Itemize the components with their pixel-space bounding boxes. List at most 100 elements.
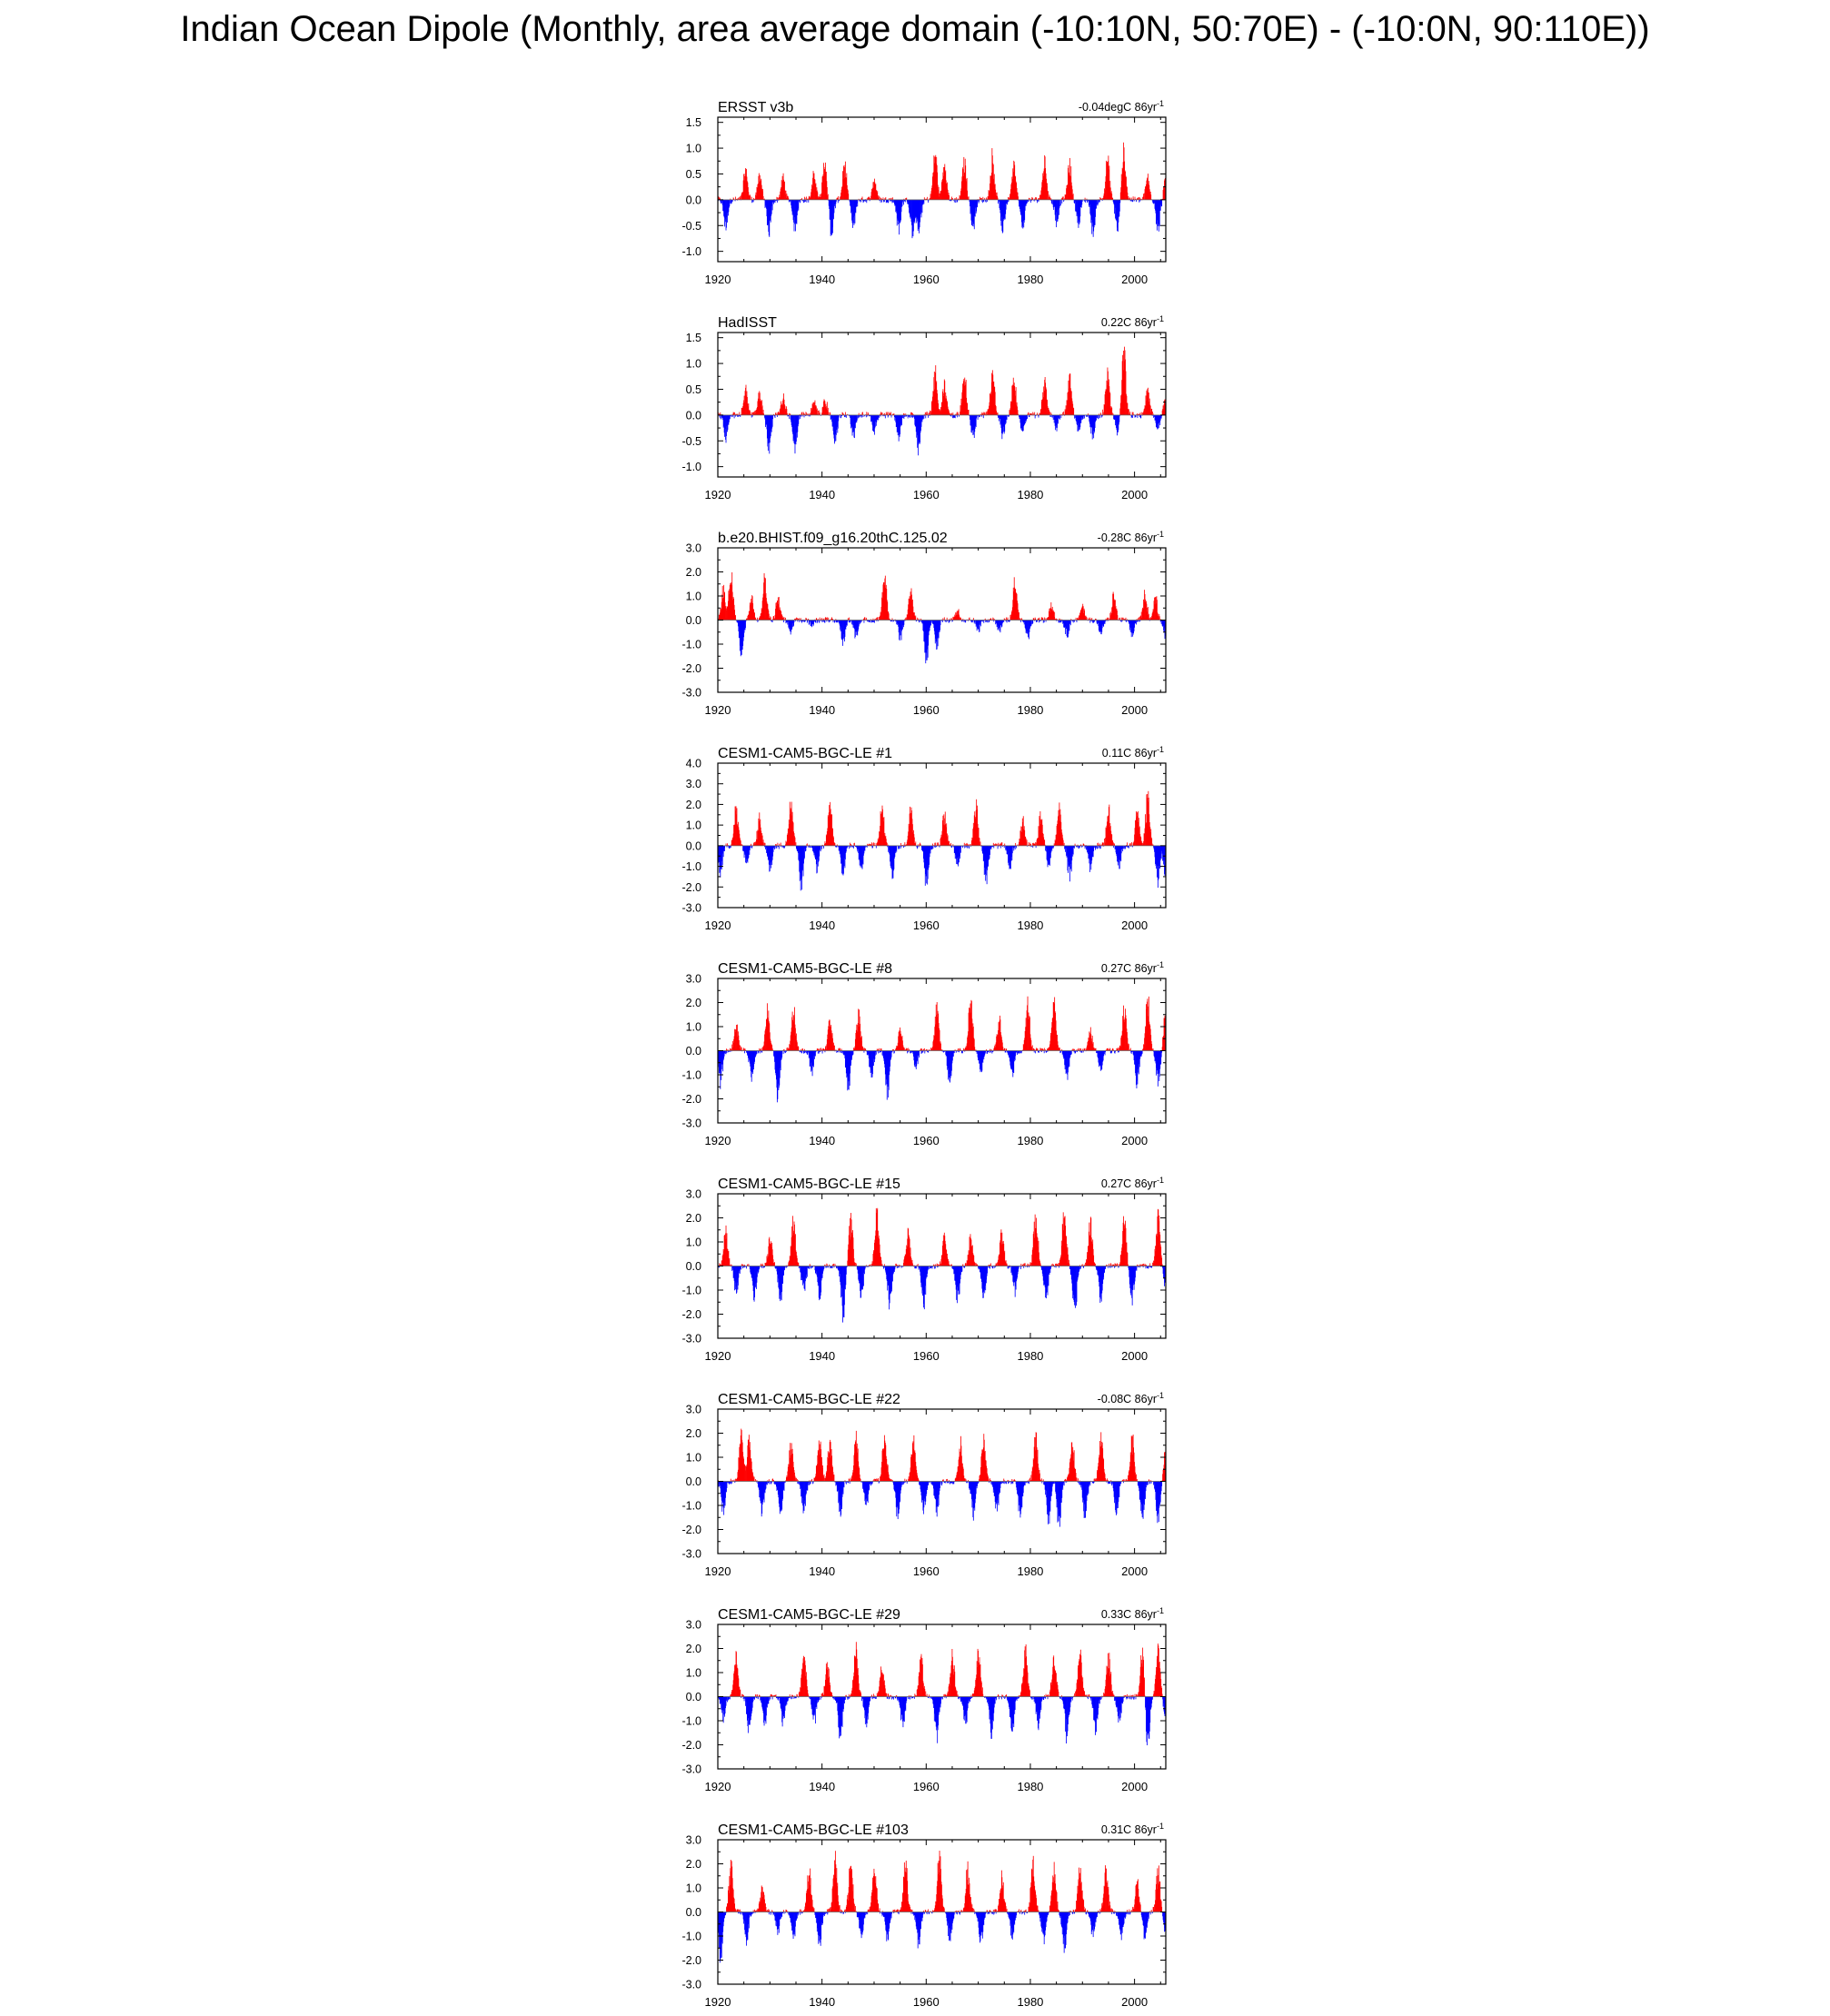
- data-bar: [1138, 618, 1139, 621]
- data-bar: [732, 414, 734, 417]
- data-bar: [1087, 199, 1088, 204]
- data-bar: [1004, 199, 1006, 220]
- data-bar: [775, 609, 776, 621]
- data-bar: [1015, 589, 1017, 621]
- data-bar: [913, 414, 915, 419]
- data-bar: [1024, 620, 1026, 628]
- data-bar: [737, 825, 738, 846]
- data-bar: [749, 611, 751, 621]
- data-bar: [719, 845, 721, 872]
- data-bar: [943, 1050, 945, 1052]
- data-bar: [827, 828, 829, 846]
- data-bar: [759, 824, 761, 846]
- data-bar: [794, 1024, 796, 1051]
- data-bar: [830, 809, 831, 846]
- data-bar: [737, 824, 739, 846]
- data-bar: [1080, 844, 1082, 846]
- data-bar: [1081, 414, 1083, 420]
- data-bar: [731, 839, 733, 846]
- data-bar: [1033, 618, 1035, 621]
- data-bar: [850, 414, 852, 428]
- data-bar: [1109, 823, 1111, 846]
- data-bar: [1053, 845, 1055, 848]
- data-bar: [787, 414, 789, 417]
- data-bar: [852, 620, 854, 628]
- data-bar: [875, 1050, 877, 1055]
- data-bar: [1069, 845, 1071, 864]
- data-bar: [837, 199, 839, 204]
- data-bar: [756, 195, 757, 200]
- data-bar: [906, 1048, 908, 1051]
- data-bar: [875, 184, 877, 200]
- data-bar: [749, 410, 751, 415]
- data-bar: [1029, 197, 1030, 200]
- data-bar: [986, 198, 988, 200]
- data-bar: [1049, 414, 1051, 417]
- data-bar: [1031, 842, 1033, 846]
- data-bar: [791, 414, 793, 432]
- data-bar: [1043, 839, 1045, 846]
- data-bar: [776, 199, 778, 203]
- data-bar: [860, 414, 862, 417]
- data-bar: [816, 618, 818, 621]
- data-bar: [1129, 843, 1130, 846]
- y-tick-label: 1.0: [686, 358, 701, 371]
- data-bar: [762, 1046, 764, 1051]
- data-bar: [888, 613, 890, 621]
- data-bar: [960, 188, 962, 200]
- data-bar: [721, 1050, 723, 1065]
- data-bar: [922, 414, 924, 420]
- data-bar: [803, 620, 805, 622]
- data-bar: [1027, 845, 1028, 847]
- data-bar: [737, 620, 739, 623]
- data-bar: [1050, 845, 1052, 849]
- data-bar: [768, 199, 770, 233]
- data-bar: [1154, 845, 1155, 852]
- data-bar: [971, 199, 973, 225]
- data-bar: [933, 1035, 935, 1051]
- data-bar: [997, 620, 999, 631]
- data-bar: [840, 414, 842, 416]
- data-bar: [1089, 199, 1091, 214]
- data-bar: [1048, 845, 1049, 863]
- data-bar: [931, 1048, 933, 1051]
- data-bar: [888, 1050, 890, 1098]
- data-bar: [1049, 845, 1051, 859]
- data-bar: [898, 1036, 900, 1051]
- data-bar: [1045, 387, 1047, 415]
- data-bar: [881, 805, 883, 846]
- data-bar: [1000, 414, 1001, 423]
- data-bar: [1032, 198, 1034, 200]
- data-bar: [887, 199, 889, 202]
- data-bar: [731, 1047, 733, 1051]
- data-bar: [915, 1050, 917, 1068]
- data-bar: [937, 1010, 939, 1051]
- data-bar: [955, 413, 957, 415]
- data-bar: [1127, 198, 1129, 200]
- data-bar: [932, 1041, 934, 1051]
- data-bar: [738, 414, 740, 417]
- data-bar: [1127, 186, 1128, 200]
- data-bar: [902, 199, 903, 203]
- data-bar: [1030, 199, 1032, 201]
- data-bar: [739, 412, 741, 415]
- data-bar: [1043, 168, 1045, 200]
- data-bar: [971, 837, 973, 846]
- data-bar: [1056, 618, 1058, 621]
- data-bar: [992, 842, 994, 846]
- data-bar: [900, 842, 901, 846]
- data-bar: [1159, 199, 1161, 211]
- data-bar: [996, 843, 998, 846]
- data-bar: [898, 199, 900, 222]
- data-bar: [918, 199, 920, 230]
- data-bar: [895, 620, 897, 622]
- data-bar: [1012, 600, 1014, 621]
- data-bar: [1093, 414, 1095, 439]
- data-bar: [1117, 611, 1118, 621]
- data-bar: [910, 812, 911, 846]
- data-bar: [725, 606, 726, 621]
- data-bar: [1139, 616, 1140, 621]
- data-bar: [744, 391, 746, 415]
- data-bar: [868, 196, 870, 200]
- data-bar: [758, 820, 760, 846]
